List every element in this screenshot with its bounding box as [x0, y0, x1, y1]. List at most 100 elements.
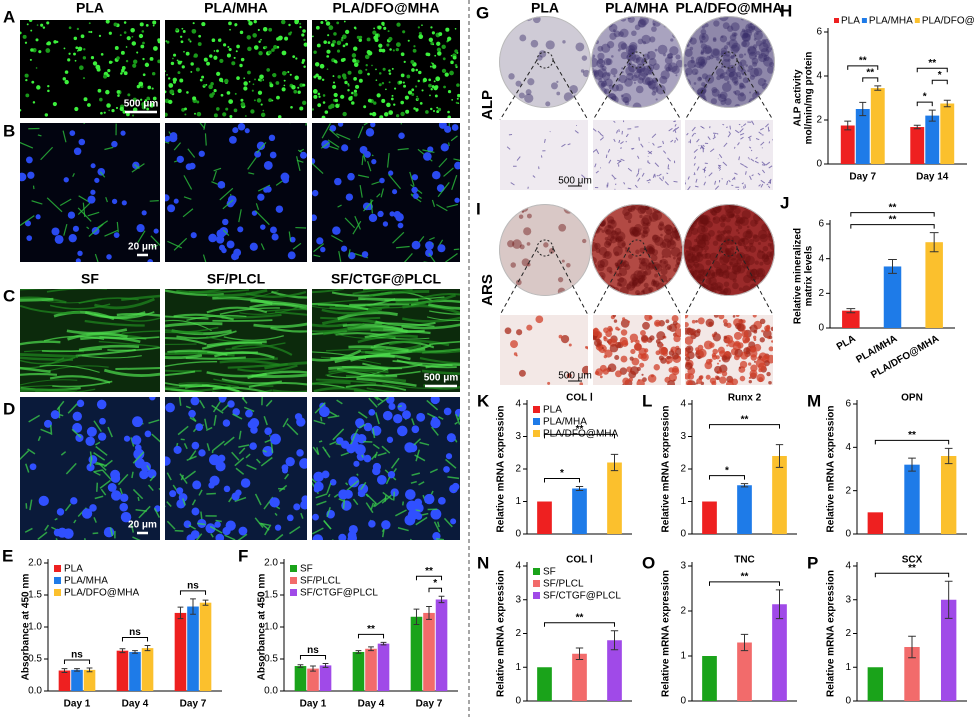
stain-spot	[746, 225, 750, 229]
stain-spot	[660, 233, 663, 237]
cell-dot	[302, 29, 306, 33]
stain-spot	[616, 273, 620, 277]
nodule	[711, 380, 717, 385]
stain-fiber	[696, 166, 700, 171]
nucleus	[348, 476, 360, 488]
stain-spot	[723, 98, 727, 102]
stain-spot	[591, 85, 596, 95]
nucleus	[392, 189, 398, 195]
stain-spot	[700, 29, 707, 35]
cell-dot	[240, 102, 246, 107]
cell-dot	[196, 100, 200, 104]
nodule	[749, 349, 758, 358]
significance-bracket	[415, 575, 443, 581]
cell-dot	[389, 48, 392, 51]
filament	[212, 440, 225, 451]
stain-spot	[652, 280, 660, 288]
stain-fiber	[743, 186, 745, 189]
stain-spot	[626, 53, 633, 61]
nucleus	[300, 500, 307, 510]
stain-spot	[727, 64, 736, 73]
filament	[254, 517, 264, 528]
cell-dot	[315, 25, 320, 30]
cell-dot	[330, 43, 335, 47]
cell-dot	[351, 53, 357, 58]
filament	[204, 133, 207, 146]
panel-letter: K	[477, 391, 490, 410]
stain-spot	[749, 74, 755, 80]
cell-dot	[132, 63, 137, 68]
stain-spot	[756, 250, 766, 260]
stain-spot	[639, 207, 646, 214]
filament	[245, 453, 251, 459]
cell-dot	[281, 70, 287, 76]
stain-spot	[620, 42, 628, 50]
nucleus	[227, 400, 235, 408]
stain-fiber	[727, 133, 731, 138]
cell-dot	[213, 89, 217, 93]
stain-spot	[737, 64, 745, 72]
fiber	[20, 305, 81, 314]
micrograph	[165, 397, 307, 540]
stain-spot	[672, 26, 680, 34]
stain-spot	[767, 275, 775, 282]
nodule	[758, 362, 767, 371]
nucleus	[132, 416, 143, 428]
stain-spot	[641, 234, 646, 239]
nucleus	[269, 497, 280, 508]
stain-spot	[627, 219, 632, 224]
nodule	[697, 355, 701, 360]
stain-spot	[602, 204, 611, 212]
stain-spot	[769, 83, 775, 93]
stain-spot	[704, 204, 713, 209]
stain-spot	[691, 28, 695, 32]
stain-spot	[593, 69, 604, 80]
stain-spot	[594, 284, 604, 294]
cell-dot	[131, 41, 137, 46]
y-tick-label: 0	[680, 529, 686, 540]
image-background	[20, 123, 160, 262]
stain-spot	[641, 214, 652, 225]
stain-spot	[615, 231, 626, 242]
significance-bracket	[63, 659, 91, 664]
legend-swatch	[54, 577, 61, 584]
cell-dot	[259, 74, 264, 80]
stain-spot	[719, 256, 723, 260]
stain-spot	[635, 249, 640, 254]
stain-spot	[739, 82, 744, 88]
nucleus	[355, 418, 365, 428]
stain-spot	[591, 210, 599, 220]
filament	[116, 221, 119, 233]
fiber	[221, 378, 283, 385]
stain-spot	[697, 207, 703, 213]
filament	[150, 235, 160, 247]
bar	[187, 606, 199, 691]
stain-spot	[695, 56, 705, 66]
nodule	[607, 363, 617, 373]
stain-spot	[716, 57, 720, 61]
cell-dot	[395, 114, 400, 118]
cell-dot	[386, 43, 390, 47]
filament	[415, 516, 428, 526]
stain-spot	[604, 236, 609, 241]
stain-spot	[752, 61, 758, 67]
stain-spot	[648, 262, 652, 266]
filament	[173, 237, 188, 251]
significance-bracket	[850, 224, 935, 229]
stain-spot	[726, 41, 730, 46]
filament	[384, 495, 387, 502]
stain-spot	[670, 237, 674, 241]
cell-dot	[88, 22, 91, 25]
bar	[319, 665, 332, 691]
panel-letter: E	[2, 546, 13, 565]
cell-dot	[139, 22, 144, 27]
filament	[296, 156, 301, 171]
cell-dot	[299, 26, 302, 29]
cell-dot	[233, 56, 236, 59]
stain-spot	[515, 80, 522, 87]
stain-spot	[675, 263, 680, 269]
fiber	[212, 386, 269, 392]
cell-dot	[373, 27, 375, 30]
chart-title: COL Ⅰ	[566, 555, 593, 566]
nucleus	[35, 214, 41, 220]
